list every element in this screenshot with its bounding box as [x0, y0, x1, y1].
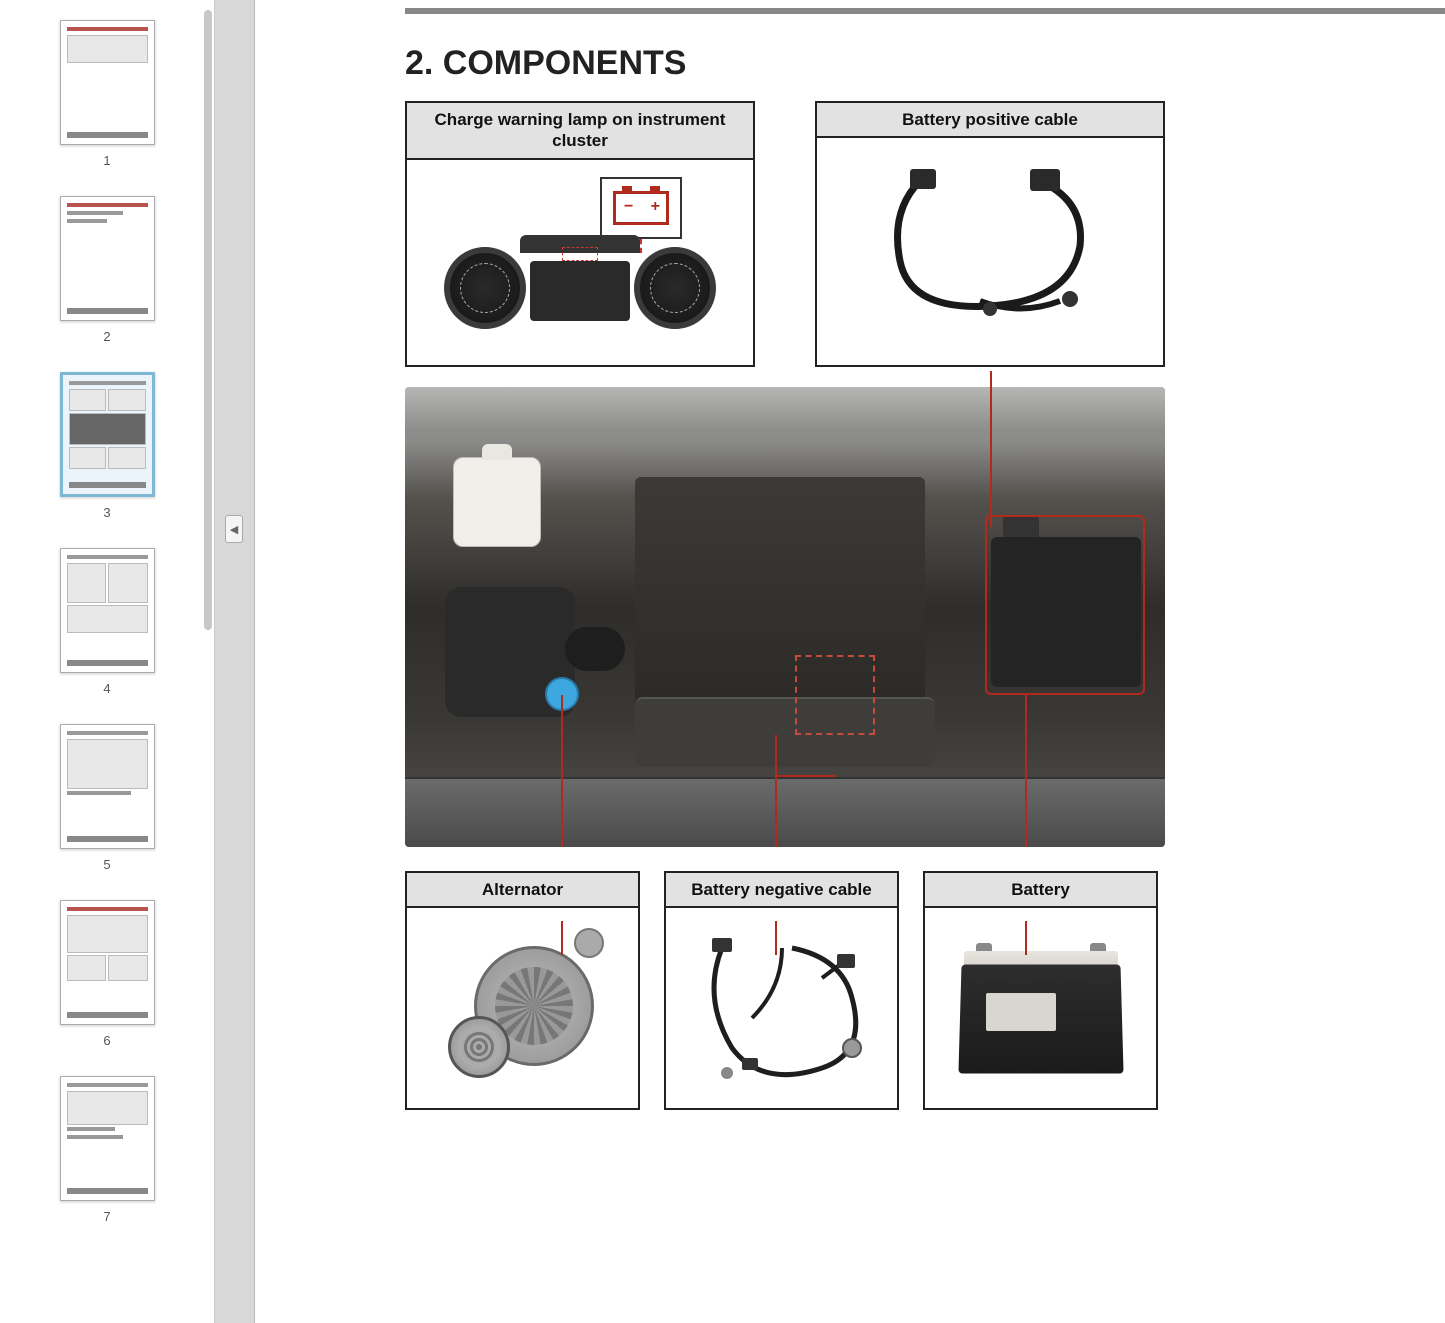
section-title: 2. COMPONENTS	[405, 44, 1445, 83]
thumbnail-3[interactable]: 3	[0, 372, 214, 520]
chevron-left-icon: ◀	[230, 523, 238, 536]
component-title: Battery	[925, 873, 1156, 908]
callout-line	[1025, 695, 1027, 847]
thumbnail-scrollbar[interactable]	[204, 10, 212, 630]
battery-outline-callout	[985, 515, 1145, 695]
thumbnail-7[interactable]: 7	[0, 1076, 214, 1224]
battery-warning-icon: − +	[600, 177, 682, 239]
component-card-battery: Battery	[923, 871, 1158, 1110]
thumbnail-label: 6	[103, 1033, 110, 1048]
callout-line	[775, 775, 835, 777]
battery-illustration	[946, 933, 1136, 1083]
component-title: Alternator	[407, 873, 638, 908]
header-rule	[405, 8, 1445, 14]
thumbnail-label: 7	[103, 1209, 110, 1224]
thumbnail-4[interactable]: 4	[0, 548, 214, 696]
document-viewport[interactable]: 2. COMPONENTS Charge warning lamp on ins…	[255, 0, 1445, 1323]
component-card-negative-cable: Battery negative cable	[664, 871, 899, 1110]
components-row-top: Charge warning lamp on instrument cluste…	[405, 101, 1445, 367]
instrument-cluster-illustration: − +	[430, 177, 730, 347]
thumbnail-2[interactable]: 2	[0, 196, 214, 344]
negative-cable-dashed-callout	[795, 655, 875, 735]
callout-line	[775, 921, 777, 955]
component-title: Battery positive cable	[817, 103, 1163, 138]
alternator-illustration	[438, 928, 608, 1088]
thumbnail-label: 2	[103, 329, 110, 344]
engine-bay-photo	[405, 387, 1165, 847]
thumbnail-label: 3	[103, 505, 110, 520]
negative-cable-illustration	[682, 918, 882, 1098]
collapse-sidebar-button[interactable]: ◀	[225, 515, 243, 543]
component-card-alternator: Alternator	[405, 871, 640, 1110]
callout-line	[561, 921, 563, 955]
panel-divider: ◀	[215, 0, 255, 1323]
thumbnail-1[interactable]: 1	[0, 20, 214, 168]
component-title: Charge warning lamp on instrument cluste…	[407, 103, 753, 160]
callout-line	[990, 387, 992, 527]
callout-line	[1025, 921, 1027, 955]
thumbnail-label: 1	[103, 153, 110, 168]
thumbnail-panel[interactable]: 1 2	[0, 0, 215, 1323]
component-card-positive-cable: Battery positive cable	[815, 101, 1165, 367]
thumbnail-label: 5	[103, 857, 110, 872]
components-row-bottom: Alternator Battery negative cable	[405, 871, 1445, 1110]
callout-line	[561, 695, 563, 847]
component-title: Battery negative cable	[666, 873, 897, 908]
thumbnail-6[interactable]: 6	[0, 900, 214, 1048]
component-card-charge-lamp: Charge warning lamp on instrument cluste…	[405, 101, 755, 367]
thumbnail-5[interactable]: 5	[0, 724, 214, 872]
thumbnail-label: 4	[103, 681, 110, 696]
positive-cable-illustration	[860, 151, 1120, 331]
callout-line	[775, 735, 777, 847]
